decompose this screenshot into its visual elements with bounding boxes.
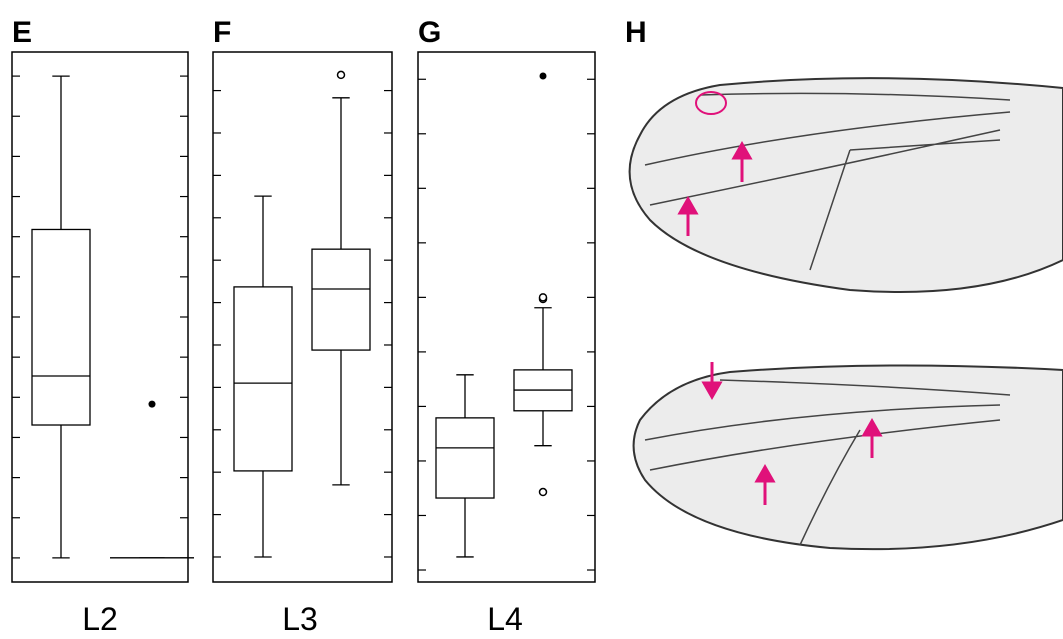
box: [436, 418, 494, 498]
figure: H E L2 F L3 G L4: [0, 0, 1063, 639]
box: [234, 287, 292, 471]
frame: [418, 52, 595, 582]
frame: [213, 52, 392, 582]
panel-letter: H: [625, 16, 647, 49]
panel-letter: G: [418, 16, 441, 49]
frame: [12, 52, 188, 582]
box: [32, 229, 90, 425]
outlier: [338, 71, 345, 78]
outlier: [149, 401, 156, 408]
wing-top: [630, 78, 1063, 292]
panel-letter: E: [12, 16, 32, 49]
wing-bottom: [634, 365, 1063, 549]
x-label: L4: [487, 601, 523, 637]
box: [312, 249, 370, 350]
x-label: L3: [282, 601, 318, 637]
outlier: [540, 294, 547, 301]
outlier: [540, 72, 547, 79]
outlier: [540, 489, 547, 496]
x-label: L2: [82, 601, 118, 637]
panel-letter: F: [213, 16, 231, 49]
wing-images: [630, 78, 1063, 549]
